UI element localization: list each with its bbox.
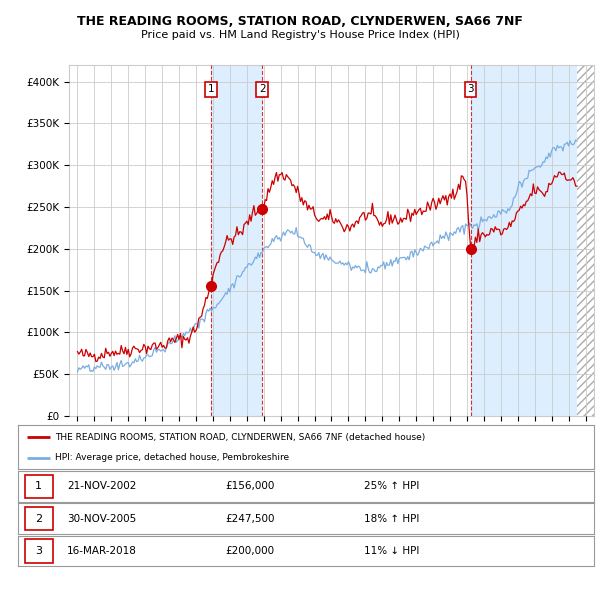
Text: 11% ↓ HPI: 11% ↓ HPI	[364, 546, 419, 556]
Text: £200,000: £200,000	[226, 546, 274, 556]
FancyBboxPatch shape	[25, 539, 53, 563]
Text: 2: 2	[259, 84, 266, 94]
Text: 2: 2	[35, 514, 42, 523]
Text: 1: 1	[208, 84, 215, 94]
FancyBboxPatch shape	[25, 507, 53, 530]
Text: 25% ↑ HPI: 25% ↑ HPI	[364, 481, 419, 491]
Text: THE READING ROOMS, STATION ROAD, CLYNDERWEN, SA66 7NF: THE READING ROOMS, STATION ROAD, CLYNDER…	[77, 15, 523, 28]
Text: HPI: Average price, detached house, Pembrokeshire: HPI: Average price, detached house, Pemb…	[55, 454, 290, 463]
Text: 1: 1	[35, 481, 42, 491]
Text: £156,000: £156,000	[226, 481, 275, 491]
Bar	[577, 65, 594, 416]
Text: 18% ↑ HPI: 18% ↑ HPI	[364, 514, 419, 523]
Bar	[470, 65, 577, 416]
Text: 16-MAR-2018: 16-MAR-2018	[67, 546, 137, 556]
FancyBboxPatch shape	[25, 474, 53, 498]
Bar	[211, 65, 262, 416]
Text: 30-NOV-2005: 30-NOV-2005	[67, 514, 136, 523]
Text: 3: 3	[35, 546, 42, 556]
Text: THE READING ROOMS, STATION ROAD, CLYNDERWEN, SA66 7NF (detached house): THE READING ROOMS, STATION ROAD, CLYNDER…	[55, 432, 425, 442]
Text: Price paid vs. HM Land Registry's House Price Index (HPI): Price paid vs. HM Land Registry's House …	[140, 30, 460, 40]
Text: £247,500: £247,500	[226, 514, 275, 523]
Text: 21-NOV-2002: 21-NOV-2002	[67, 481, 136, 491]
Text: 3: 3	[467, 84, 474, 94]
Bar	[577, 65, 594, 416]
